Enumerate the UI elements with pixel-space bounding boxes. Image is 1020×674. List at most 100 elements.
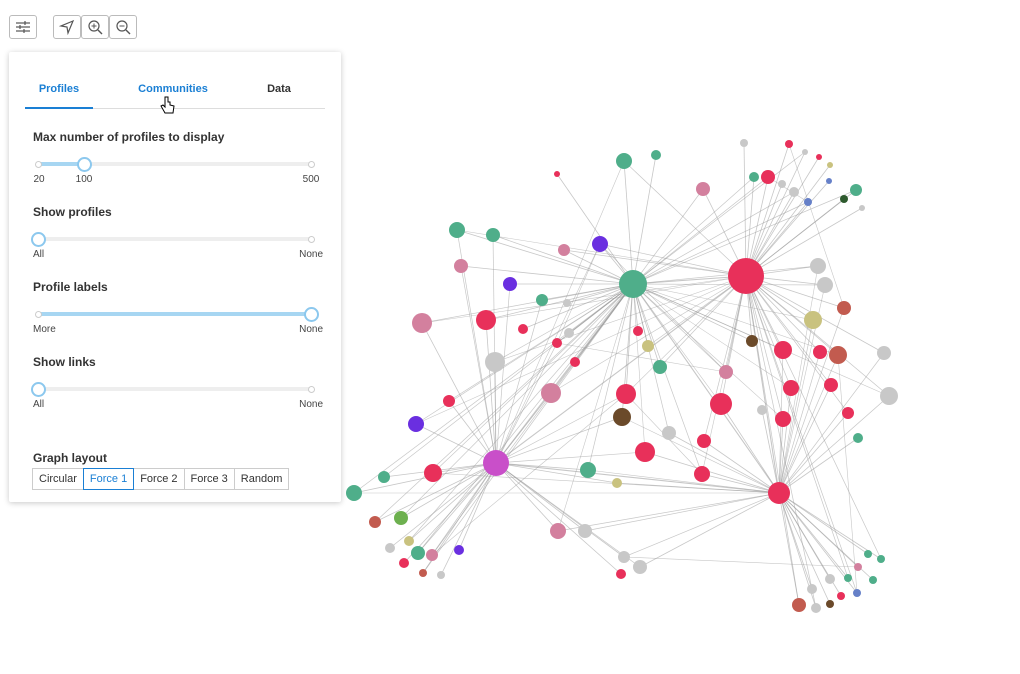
node (829, 346, 847, 364)
link (632, 283, 727, 373)
node (394, 511, 408, 525)
tab[interactable]: Data (267, 83, 291, 95)
layout-option[interactable]: Force 1 (82, 468, 135, 490)
node (840, 195, 848, 203)
node (399, 558, 409, 568)
node (697, 434, 711, 448)
slider-label: Profile labels (33, 280, 108, 294)
node (619, 270, 647, 298)
link (440, 462, 497, 576)
node (768, 482, 790, 504)
node (570, 357, 580, 367)
node (757, 405, 767, 415)
layout-label: Graph layout (33, 451, 108, 465)
node (859, 205, 865, 211)
link (778, 492, 858, 594)
slider-handle[interactable] (31, 382, 46, 397)
link (767, 176, 809, 203)
link (623, 492, 780, 558)
settings-button[interactable] (9, 15, 37, 39)
node (785, 140, 793, 148)
slider-label: Show profiles (33, 205, 112, 219)
node (746, 335, 758, 347)
link (485, 275, 747, 321)
cursor (160, 96, 175, 114)
node (651, 150, 661, 160)
node (778, 180, 786, 188)
link (495, 275, 747, 464)
zoom-out-button[interactable] (109, 15, 137, 39)
link (632, 176, 755, 285)
slider-tick-label: All (33, 249, 45, 260)
layout-option[interactable]: Force 3 (183, 468, 235, 490)
link (720, 403, 780, 494)
layout-option[interactable]: Random (233, 468, 290, 490)
node (824, 378, 838, 392)
link (743, 142, 747, 277)
link (495, 416, 623, 464)
node (369, 516, 381, 528)
link (522, 283, 634, 330)
slider-handle[interactable] (77, 157, 92, 172)
link (431, 462, 497, 556)
link (632, 275, 747, 285)
slider-stop (35, 311, 42, 318)
node (804, 311, 822, 329)
link (625, 275, 747, 395)
node (554, 171, 560, 177)
slider-fill (38, 162, 84, 166)
link (599, 243, 747, 277)
node (694, 466, 710, 482)
link (778, 319, 814, 494)
link (623, 160, 634, 285)
node (864, 550, 872, 558)
slider-handle[interactable] (304, 307, 319, 322)
node (616, 384, 636, 404)
node (633, 326, 643, 336)
node (564, 328, 574, 338)
link (745, 275, 792, 389)
node (653, 360, 667, 374)
slider-tick-label: None (299, 249, 323, 260)
node (854, 563, 862, 571)
link (778, 384, 832, 494)
link (659, 275, 747, 368)
link (623, 160, 747, 277)
node (541, 383, 561, 403)
slider-tick-label: 20 (33, 174, 45, 185)
node (827, 162, 833, 168)
locate-button[interactable] (53, 15, 81, 39)
link (550, 275, 747, 394)
link (720, 275, 747, 405)
link (495, 462, 618, 484)
link (400, 462, 497, 519)
tab[interactable]: Communities (138, 83, 208, 95)
link (494, 283, 634, 363)
node (817, 277, 833, 293)
tab[interactable]: Profiles (38, 83, 80, 95)
settings-panel: Profiles Communities Data Max number of pr… (9, 52, 341, 502)
link (703, 440, 780, 494)
slider-handle[interactable] (31, 232, 46, 247)
link (421, 322, 497, 464)
link (623, 556, 859, 568)
link (745, 164, 831, 277)
link (632, 283, 703, 475)
zoom-in-button[interactable] (81, 15, 109, 39)
node (476, 310, 496, 330)
link (495, 283, 511, 464)
link (616, 482, 780, 494)
link (563, 249, 747, 277)
node (437, 571, 445, 579)
tab-divider (25, 108, 325, 109)
layout-option[interactable]: Circular (32, 468, 84, 490)
node (408, 416, 424, 432)
link (460, 265, 634, 285)
layout-option[interactable]: Force 2 (133, 468, 185, 490)
link (408, 462, 497, 542)
link (492, 234, 634, 285)
link (778, 412, 849, 494)
link (494, 275, 747, 363)
